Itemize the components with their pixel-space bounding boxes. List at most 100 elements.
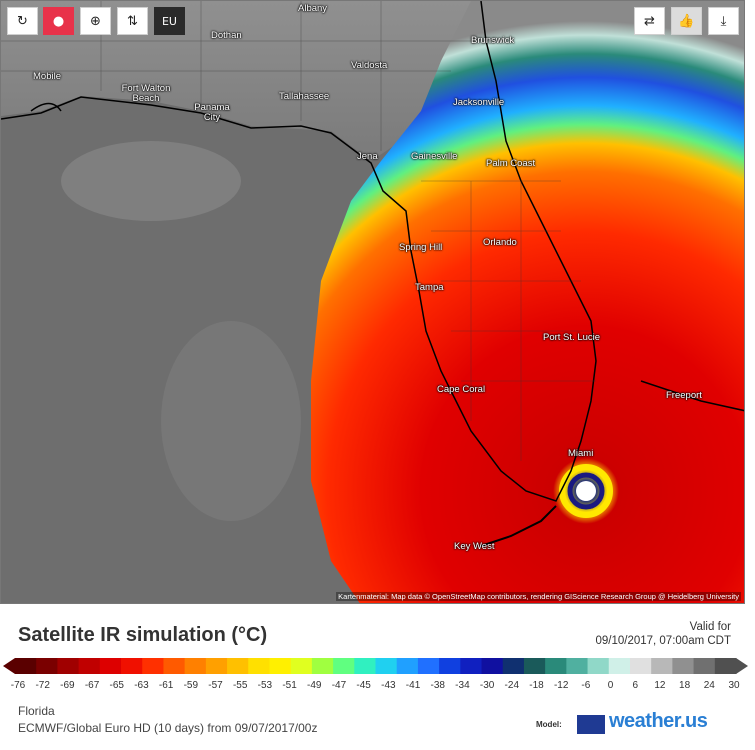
legend-swatch: [78, 658, 101, 674]
legend-swatch: [15, 658, 37, 674]
legend-tick-label: -65: [109, 680, 124, 691]
legend-swatch: [184, 658, 207, 674]
legend-tick-label: -53: [257, 680, 273, 691]
eu-flag-logo: [577, 715, 605, 734]
legend-swatch: [417, 658, 440, 674]
like-button[interactable]: 👍: [671, 7, 702, 35]
city-label: Fort Walton Beach: [121, 83, 171, 104]
city-label: Freeport: [666, 390, 702, 401]
legend-tick-label: -57: [208, 680, 223, 691]
legend-swatch: [693, 658, 716, 674]
legend-swatch: [354, 658, 376, 674]
legend-tick-label: -63: [134, 680, 149, 691]
legend-tick-label: -51: [282, 680, 297, 691]
hurricane-cloud-field: [311, 1, 744, 603]
valid-time: 09/10/2017, 07:00am CDT: [595, 635, 731, 647]
city-label: Orlando: [483, 237, 517, 248]
legend-swatch: [523, 658, 546, 674]
legend-swatch: [672, 658, 695, 674]
legend-tick-label: -45: [356, 680, 371, 691]
legend-tick-label: 0: [607, 680, 614, 691]
map-layer: [1, 1, 744, 603]
zoom-icon: ⊕: [90, 13, 101, 29]
legend-tick-label: 18: [679, 680, 691, 691]
legend-tick-label: -69: [60, 680, 75, 691]
bahamas-coast: [640, 380, 744, 412]
legend-swatch: [121, 658, 143, 674]
legend-ticks: -76 -72 -69 -67 -65 -63 -61 -59 -57 -55 -53 -51 -49-…: [6, 680, 741, 692]
share-button[interactable]: ⇄: [634, 7, 665, 35]
legend-tick-label: -12: [553, 680, 569, 691]
legend-swatch: [333, 658, 355, 674]
legend-tick-label: -67: [84, 680, 100, 691]
legend-arrow-right: [736, 658, 748, 674]
legend-swatch: [460, 658, 483, 674]
legend-swatch: [587, 658, 610, 674]
legend-tick-label: -61: [158, 680, 174, 691]
region-label: Florida: [18, 704, 55, 718]
location-button[interactable]: ●: [43, 7, 74, 35]
legend-swatch: [651, 658, 673, 674]
county-boundaries: [1, 1, 596, 461]
legend-tick-label: 30: [728, 680, 740, 691]
legend-tick-label: -49: [307, 680, 322, 691]
model-info: ECMWF/Global Euro HD (10 days) from 09/0…: [18, 721, 318, 735]
pin-icon: ●: [52, 13, 65, 29]
city-label: Tampa: [415, 282, 444, 293]
legend-arrow-left: [3, 658, 15, 674]
city-label: Panama City: [194, 102, 230, 123]
legend-swatch: [36, 658, 58, 674]
legend-swatch: [714, 658, 737, 674]
model-label: Model:: [536, 720, 562, 729]
legend-swatch: [142, 658, 164, 674]
hurricane-eye-ring: [559, 464, 613, 518]
coastlines: [1, 1, 597, 502]
city-label: Dothan: [211, 30, 242, 41]
legend-swatch: [375, 658, 398, 674]
city-label: Mobile: [33, 71, 61, 82]
sort-icon: ⇅: [127, 13, 138, 29]
city-label: Jacksonville: [453, 97, 505, 108]
refresh-button[interactable]: ↻: [7, 7, 38, 35]
city-label: Miami: [568, 448, 594, 459]
legend-swatch: [269, 658, 292, 674]
legend-tick-label: -18: [529, 680, 544, 691]
thumbs-up-icon: 👍: [678, 13, 695, 29]
download-icon: ⤓: [720, 13, 727, 29]
legend-tick-label: -43: [381, 680, 396, 691]
legend-swatch: [502, 658, 525, 674]
city-label: Jena: [357, 151, 378, 162]
legend-tick-label: -59: [183, 680, 199, 691]
legend-swatch: [163, 658, 186, 674]
florida-keys: [480, 505, 557, 547]
city-label: Spring Hill: [399, 242, 443, 253]
city-label: Gainesville: [411, 151, 458, 162]
city-label: Albany: [298, 3, 328, 14]
zoom-button[interactable]: ⊕: [80, 7, 111, 35]
refresh-icon: ↻: [17, 13, 28, 29]
legend-tick-label: -47: [331, 680, 347, 691]
legend-tick-label: -38: [430, 680, 445, 691]
brand-logo: weather.us: [609, 710, 708, 732]
legend-tick-label: -6: [581, 680, 591, 691]
city-label: Brunswick: [471, 35, 515, 46]
legend-tick-label: 6: [632, 680, 639, 691]
sort-button[interactable]: ⇅: [117, 7, 148, 35]
download-button[interactable]: ⤓: [708, 7, 739, 35]
legend-tick-label: -24: [504, 680, 520, 691]
legend-swatch: [227, 658, 249, 674]
legend-swatch: [481, 658, 504, 674]
legend-swatch: [545, 658, 567, 674]
hurricane-eye: [576, 481, 596, 501]
legend-swatch: [396, 658, 419, 674]
legend-swatch: [439, 658, 461, 674]
legend-swatch: [248, 658, 270, 674]
eu-button[interactable]: EU: [154, 7, 185, 35]
legend-swatch: [57, 658, 80, 674]
city-label: Palm Coast: [486, 158, 536, 169]
legend-swatch: [311, 658, 334, 674]
legend-swatch: [608, 658, 631, 674]
chart-title: Satellite IR simulation (°C): [18, 624, 268, 646]
legend-swatch: [290, 658, 313, 674]
satellite-map[interactable]: ↻ ● ⊕ ⇅ EU ⇄ 👍 ⤓ Albany Dothan Valdosta …: [0, 0, 745, 604]
